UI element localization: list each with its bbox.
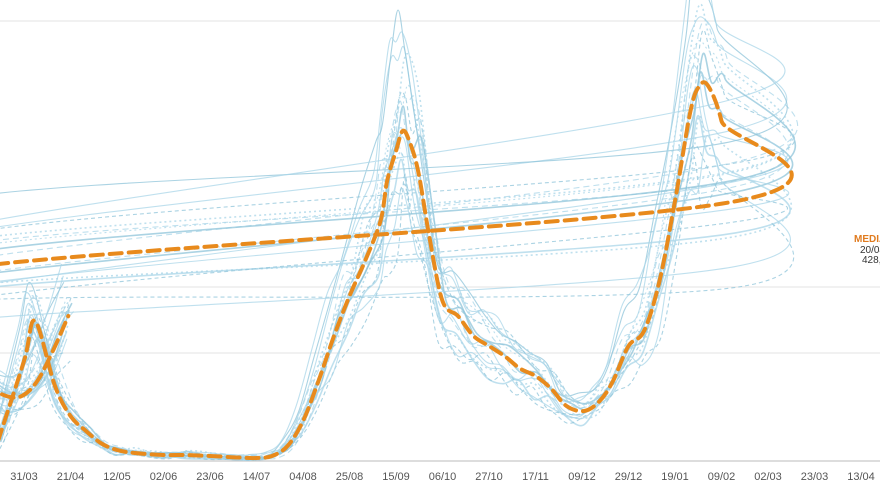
- x-tick-label: 02/03: [754, 471, 782, 483]
- x-tick-label: 23/03: [801, 471, 829, 483]
- x-tick-label: 09/12: [568, 471, 596, 483]
- x-tick-label: 19/01: [661, 471, 689, 483]
- annotation-title: MEDIA: [854, 234, 880, 245]
- x-tick-label: 02/06: [150, 471, 178, 483]
- x-tick-label: 25/08: [336, 471, 364, 483]
- x-tick-label: 23/06: [196, 471, 224, 483]
- background-series-line: [0, 115, 793, 461]
- background-series-line: [0, 0, 786, 458]
- background-series-line: [0, 135, 791, 462]
- x-tick-label: 04/08: [289, 471, 317, 483]
- grid-lines: [0, 20, 880, 354]
- annotation-date: 20/04: [860, 245, 880, 256]
- x-tick-label: 31/03: [10, 471, 38, 483]
- x-tick-label: 13/04: [847, 471, 875, 483]
- background-series-line: [0, 29, 796, 459]
- median-annotation: MEDIA 20/04 428,: [854, 234, 880, 266]
- background-series-line: [0, 115, 791, 461]
- x-tick-label: 15/09: [382, 471, 410, 483]
- x-tick-label: 27/10: [475, 471, 503, 483]
- background-series-line: [0, 52, 797, 461]
- x-tick-label: 09/02: [708, 471, 736, 483]
- median-series-line: [0, 80, 794, 461]
- x-tick-label: 14/07: [243, 471, 271, 483]
- x-tick-label: 06/10: [429, 471, 457, 483]
- x-tick-label: 17/11: [522, 471, 549, 483]
- background-series-line: [0, 74, 786, 459]
- x-tick-label: 21/04: [57, 471, 85, 483]
- annotation-value: 428,: [862, 255, 880, 266]
- background-series-group: [0, 0, 799, 462]
- x-tick-label: 12/05: [103, 471, 131, 483]
- x-axis-ticks: 31/03 21/04 12/05 02/06 23/06 14/07 04/08 25/08…: [10, 471, 875, 483]
- x-tick-label: 29/12: [615, 471, 643, 483]
